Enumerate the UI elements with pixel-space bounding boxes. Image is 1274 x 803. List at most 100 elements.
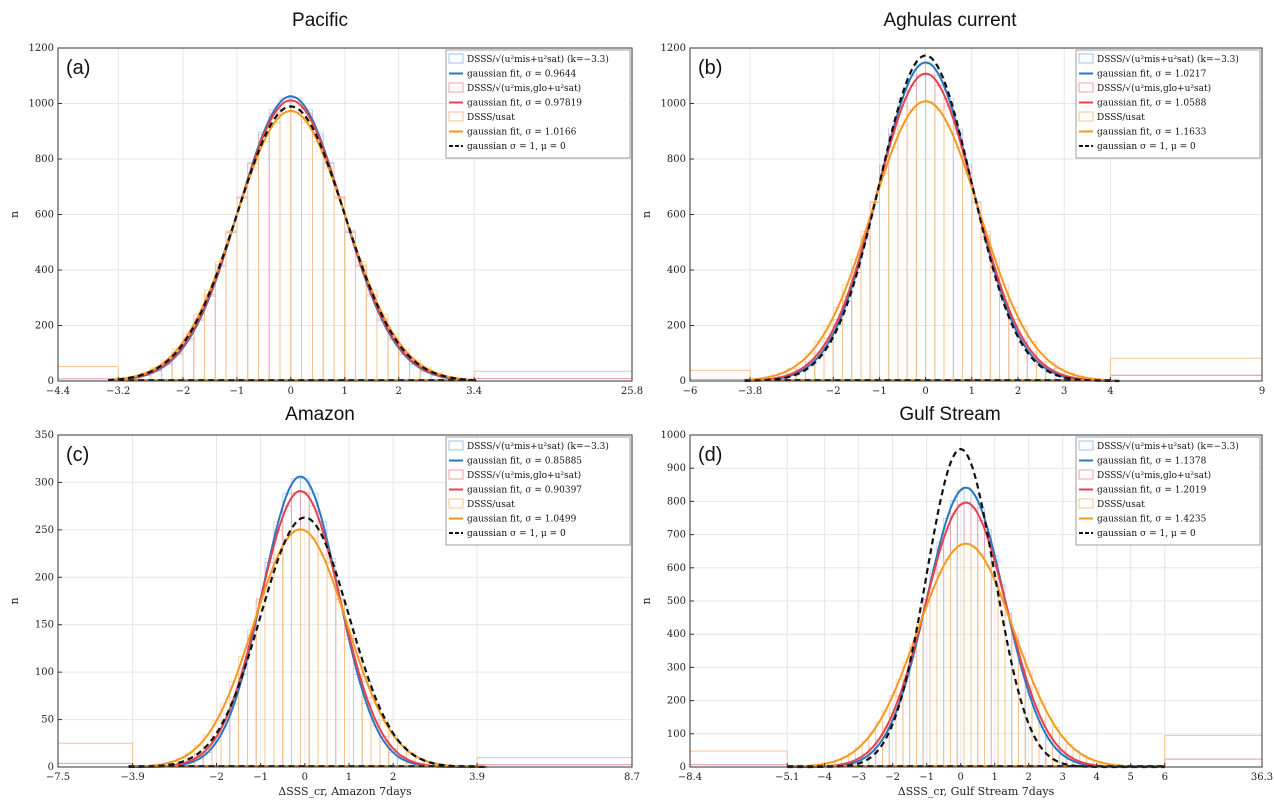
histogram-bar [290, 111, 303, 382]
gaussian-fit-curve [108, 95, 477, 382]
y-tick-label: 250 [35, 525, 54, 536]
x-tick-label: 1 [969, 386, 975, 397]
y-tick-label: 800 [667, 154, 686, 165]
histogram-bar [236, 198, 249, 382]
legend-entry: gaussian fit, σ = 1.2019 [1097, 486, 1207, 496]
gaussian-fit-curve [128, 475, 487, 768]
x-tick-label: 2 [1026, 772, 1032, 783]
histogram-bar [879, 173, 890, 382]
x-tick-label: 2 [395, 386, 401, 397]
histogram-bar [273, 529, 284, 768]
x-tick-label: −7.5 [46, 772, 70, 783]
histogram-bar [851, 272, 862, 382]
y-tick-label: 1000 [29, 99, 54, 110]
histogram-bar [326, 558, 337, 768]
histogram-bar [934, 109, 945, 382]
panel-4: −8.4 −5.1 −4 −3 −2 −1 0 1 2 3 4 5 6 36.3 0 100 200 300 400… [640, 404, 1273, 798]
reference-gaussian-curve [108, 105, 477, 382]
histogram-bar [879, 164, 890, 382]
histogram-bar [952, 147, 963, 382]
y-tick-label: 0 [680, 376, 686, 387]
histogram-bar [943, 97, 954, 382]
x-tick-label: −3.9 [120, 772, 144, 783]
histogram-bar [1164, 734, 1263, 768]
x-tick-label: 0 [288, 386, 294, 397]
histogram-bar [984, 565, 992, 768]
x-tick-label: 5 [1128, 772, 1134, 783]
x-tick-label: 6 [1162, 772, 1168, 783]
legend-swatch [448, 111, 464, 122]
gaussian-fit-curve [787, 542, 1165, 768]
legend-swatch [448, 498, 464, 509]
x-tick-label: 4 [1094, 772, 1100, 783]
histogram-bar [897, 105, 908, 382]
y-tick-label: 600 [35, 210, 54, 221]
legend-entry: DSSS/usat [1097, 113, 1145, 123]
histogram-bar [869, 201, 880, 382]
histogram-bar [952, 128, 963, 382]
y-tick-label: 1200 [661, 43, 686, 54]
histogram-bar [1011, 638, 1019, 768]
x-tick-label: 3.9 [469, 772, 485, 783]
x-tick-label: 1 [346, 772, 352, 783]
histogram-bar [214, 265, 227, 382]
histogram-bar [268, 109, 281, 382]
histogram-bar [335, 598, 345, 768]
y-tick-label: 200 [667, 696, 686, 707]
histogram-bar [308, 538, 319, 768]
x-tick-label: −3.8 [738, 386, 762, 397]
legend-entry: gaussian σ = 1, μ = 0 [467, 142, 566, 152]
x-tick-label: −3.2 [106, 386, 130, 397]
x-tick-label: −1 [919, 772, 934, 783]
histogram-bar [326, 562, 337, 768]
histogram-bar [888, 128, 899, 382]
histogram-bar [1164, 758, 1263, 768]
legend-box [1075, 49, 1261, 159]
histogram-bar [355, 265, 367, 382]
x-tick-label: 0 [302, 772, 308, 783]
histogram-bar [977, 554, 985, 768]
x-tick-label: 2 [390, 772, 396, 783]
panel-title: Pacific [292, 10, 348, 31]
panel-1: −4.4 −3.2 −2 −1 0 1 2 3.4 25.8 0 200 400 600 800 1000 1… [8, 10, 643, 397]
legend-entry: DSSS/√(u²mis+u²sat) (k=−3.3) [1097, 54, 1239, 65]
x-tick-label: −2 [209, 772, 224, 783]
histogram-bar [291, 478, 301, 768]
y-tick-label: 1200 [29, 43, 54, 54]
legend-entry: gaussian σ = 1, μ = 0 [467, 529, 566, 539]
y-axis-label: n [640, 597, 653, 604]
histogram-bar [282, 538, 292, 768]
x-tick-label: 36.3 [1251, 772, 1273, 783]
histogram-bar [258, 141, 270, 382]
x-tick-label: 9 [1259, 386, 1265, 397]
legend-swatch [1078, 53, 1094, 64]
legend-entry: DSSS/usat [467, 113, 515, 123]
gaussian-fit-curve [108, 109, 477, 382]
legend-entry: DSSS/√(u²mis,glo+u²sat) [1097, 83, 1211, 94]
histogram-bar [473, 370, 633, 382]
y-tick-label: 350 [35, 430, 54, 441]
histogram-bar [925, 101, 936, 382]
y-tick-label: 0 [680, 762, 686, 773]
histogram-bar [344, 230, 356, 382]
panel-label: (b) [698, 57, 722, 79]
histogram-bar [925, 63, 936, 382]
x-tick-label: −4.4 [46, 386, 70, 397]
legend-entry: gaussian fit, σ = 0.85885 [467, 457, 582, 467]
gaussian-fit-curve [744, 61, 1120, 382]
histogram-bar [1011, 642, 1019, 768]
histogram-bar [879, 166, 890, 382]
y-tick-label: 1000 [661, 430, 686, 441]
legend-box [1075, 436, 1261, 546]
legend-swatch [1078, 469, 1094, 480]
histogram-bar [1164, 758, 1263, 768]
histogram-bar [916, 625, 924, 768]
x-tick-label: −3 [851, 772, 866, 783]
gaussian-fit-curve [744, 100, 1120, 382]
gaussian-fit-curve [744, 72, 1120, 382]
histogram-bar [333, 196, 346, 382]
x-tick-label: 3.4 [466, 386, 482, 397]
histogram-bar [311, 141, 324, 382]
y-tick-label: 600 [667, 563, 686, 574]
y-tick-label: 600 [667, 210, 686, 221]
